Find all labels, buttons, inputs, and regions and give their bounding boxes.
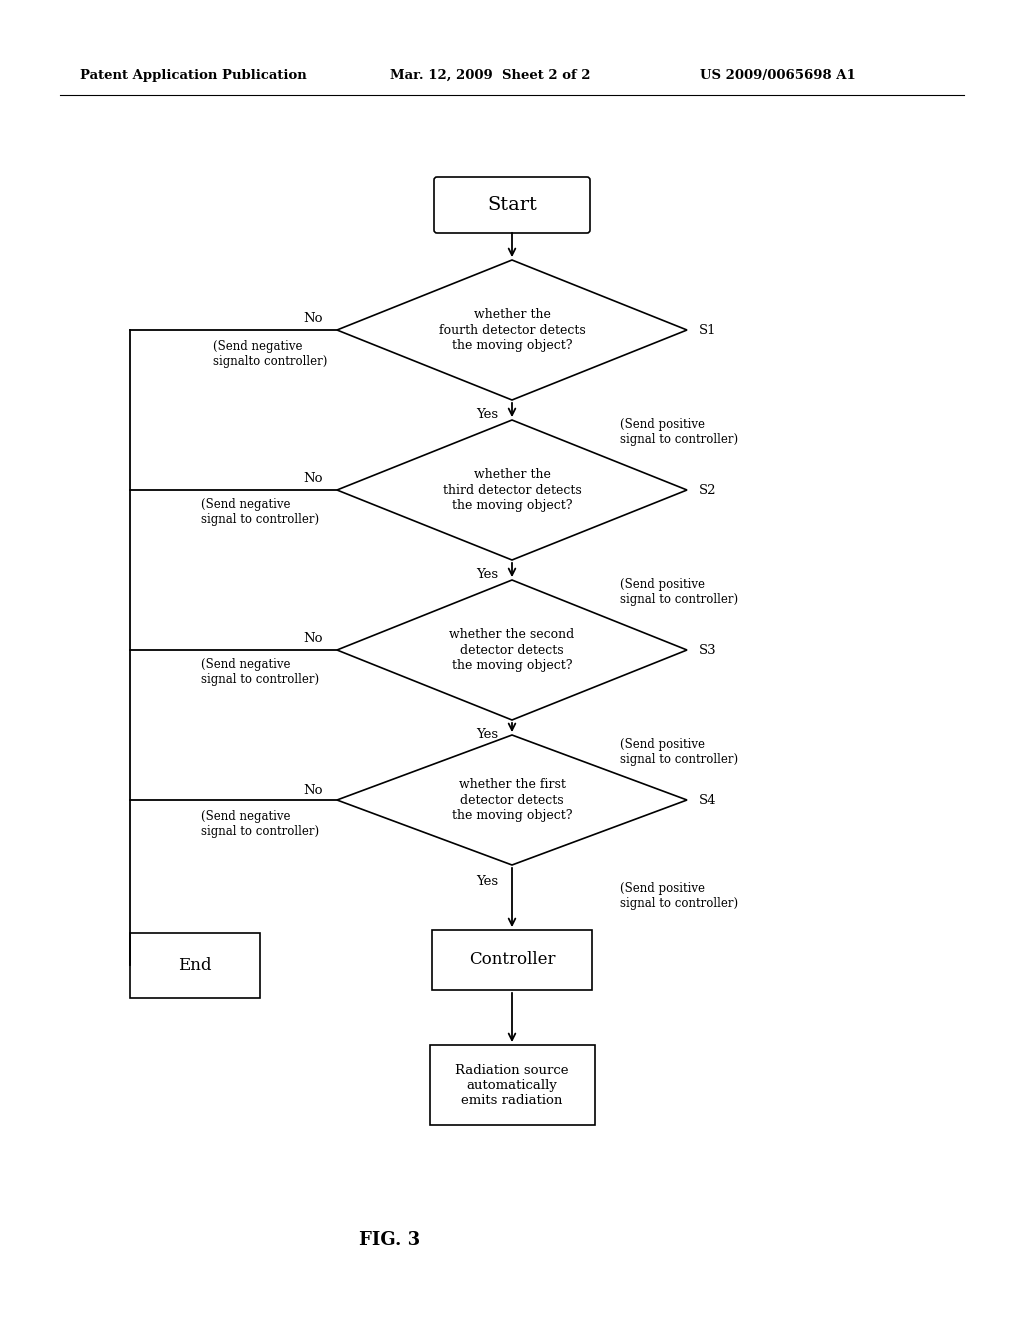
Text: No: No xyxy=(303,312,323,325)
Bar xyxy=(429,1045,595,1125)
Text: (Send negative
signal to controller): (Send negative signal to controller) xyxy=(201,657,319,686)
Text: S4: S4 xyxy=(699,793,717,807)
Text: Yes: Yes xyxy=(476,875,498,888)
Text: Yes: Yes xyxy=(476,408,498,421)
Text: whether the
third detector detects
the moving object?: whether the third detector detects the m… xyxy=(442,469,582,511)
Text: (Send negative
signal to controller): (Send negative signal to controller) xyxy=(201,498,319,525)
Text: (Send positive
signal to controller): (Send positive signal to controller) xyxy=(620,738,738,766)
Text: End: End xyxy=(178,957,212,974)
Polygon shape xyxy=(337,420,687,560)
Text: whether the first
detector detects
the moving object?: whether the first detector detects the m… xyxy=(452,779,572,821)
Text: (Send negative
signalto controller): (Send negative signalto controller) xyxy=(213,341,328,368)
Text: Mar. 12, 2009  Sheet 2 of 2: Mar. 12, 2009 Sheet 2 of 2 xyxy=(390,69,591,82)
Text: No: No xyxy=(303,784,323,796)
Text: Radiation source
automatically
emits radiation: Radiation source automatically emits rad… xyxy=(456,1064,568,1106)
Text: (Send positive
signal to controller): (Send positive signal to controller) xyxy=(620,418,738,446)
Text: whether the second
detector detects
the moving object?: whether the second detector detects the … xyxy=(450,628,574,672)
Text: Start: Start xyxy=(487,195,537,214)
Text: (Send positive
signal to controller): (Send positive signal to controller) xyxy=(620,882,738,909)
Text: No: No xyxy=(303,471,323,484)
Text: Patent Application Publication: Patent Application Publication xyxy=(80,69,307,82)
Text: Yes: Yes xyxy=(476,568,498,581)
Bar xyxy=(432,931,592,990)
Text: Yes: Yes xyxy=(476,729,498,741)
Text: S3: S3 xyxy=(699,644,717,656)
Text: FIG. 3: FIG. 3 xyxy=(359,1232,421,1249)
Text: US 2009/0065698 A1: US 2009/0065698 A1 xyxy=(700,69,856,82)
Text: S1: S1 xyxy=(699,323,717,337)
Text: Controller: Controller xyxy=(469,952,555,969)
Text: No: No xyxy=(303,631,323,644)
Polygon shape xyxy=(337,260,687,400)
Bar xyxy=(130,932,260,998)
Text: whether the
fourth detector detects
the moving object?: whether the fourth detector detects the … xyxy=(438,309,586,351)
Polygon shape xyxy=(337,579,687,719)
Text: (Send negative
signal to controller): (Send negative signal to controller) xyxy=(201,810,319,838)
Text: (Send positive
signal to controller): (Send positive signal to controller) xyxy=(620,578,738,606)
FancyBboxPatch shape xyxy=(434,177,590,234)
Polygon shape xyxy=(337,735,687,865)
Text: S2: S2 xyxy=(699,483,717,496)
